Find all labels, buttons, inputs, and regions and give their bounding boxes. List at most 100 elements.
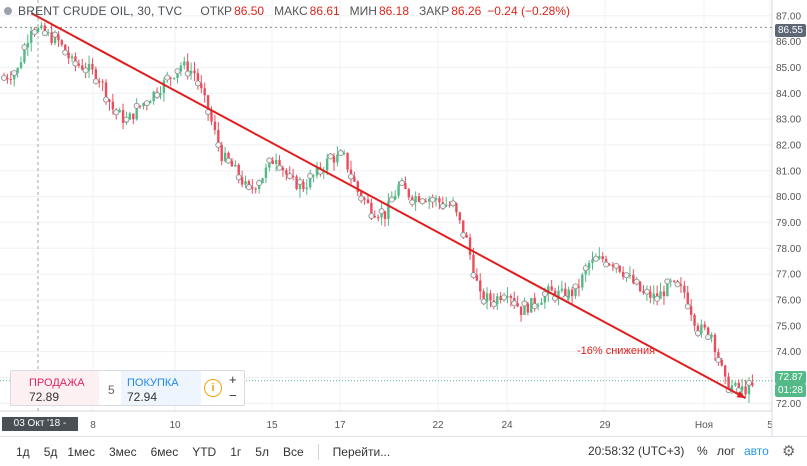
overlay-marker: [684, 303, 691, 310]
overlay-marker: [286, 173, 293, 180]
low-value: 86.18: [378, 4, 409, 18]
candle-body: [169, 77, 172, 79]
overlay-marker: [62, 49, 69, 56]
candle-body: [342, 152, 346, 154]
candle-body: [621, 271, 625, 277]
overlay-marker: [21, 44, 28, 51]
candle-body: [363, 198, 366, 200]
candle-body: [366, 199, 370, 203]
sell-label[interactable]: ПРОДАЖА: [29, 377, 85, 389]
tf-ytd[interactable]: YTD: [192, 444, 217, 459]
candle-body: [302, 182, 305, 190]
candle-body: [13, 73, 16, 80]
candle-body: [574, 286, 577, 297]
overlay-marker: [511, 300, 518, 307]
overlay-marker: [603, 261, 610, 268]
trendline-annotation[interactable]: -16% снижения: [577, 345, 656, 357]
x-tick-label: 17: [334, 420, 346, 431]
candle-body: [564, 288, 567, 299]
candle-body: [274, 160, 278, 164]
overlay-marker: [623, 272, 630, 279]
candle-body: [285, 170, 288, 175]
candle-body: [53, 34, 57, 44]
overlay-marker: [184, 70, 191, 77]
candle-body: [227, 152, 230, 161]
candle-body: [468, 237, 472, 255]
y-tick-label: 82.00: [776, 140, 801, 151]
overlay-marker: [592, 255, 599, 262]
sell-area[interactable]: [11, 371, 99, 405]
candle-body: [70, 56, 74, 59]
sell-price[interactable]: 72.89: [29, 390, 60, 404]
candle-body: [387, 201, 390, 219]
candle-body: [213, 121, 217, 131]
candle-body: [247, 180, 251, 188]
overlay-marker: [378, 208, 385, 215]
bottom-toolbar: 1д 5д 1мес 3мес 6мес YTD 1г 5л Все Перей…: [0, 436, 807, 466]
candle-body: [237, 164, 240, 178]
candle-body: [77, 63, 81, 66]
candle-body: [499, 296, 502, 301]
candle-body: [380, 211, 383, 218]
tf-1m[interactable]: 1мес: [67, 444, 95, 459]
x-tick-label: Ноя: [695, 420, 713, 431]
x-tick-label: 5: [767, 420, 773, 431]
overlay-marker: [52, 31, 59, 38]
log-toggle[interactable]: лог: [717, 444, 736, 458]
candle-body: [220, 144, 223, 162]
candle-body: [700, 324, 703, 334]
tf-all[interactable]: Все: [282, 444, 304, 459]
high-value: 86.61: [309, 4, 340, 18]
candle-body: [57, 34, 60, 41]
candle-body: [9, 79, 13, 81]
buy-label[interactable]: ПОКУПКА: [127, 377, 179, 389]
goto-date-button[interactable]: Перейти...: [332, 444, 391, 459]
percent-toggle[interactable]: %: [697, 444, 708, 458]
overlay-marker: [123, 116, 130, 123]
auto-toggle[interactable]: авто: [744, 444, 769, 458]
candle-body: [19, 62, 23, 68]
candle-body: [271, 160, 274, 164]
clock[interactable]: 20:58:32 (UTC+3): [588, 444, 685, 458]
candle-body: [81, 65, 84, 70]
candle-body: [356, 181, 359, 192]
overlay-marker: [174, 68, 181, 75]
buy-price[interactable]: 72.94: [127, 390, 158, 404]
candle-body: [397, 184, 400, 196]
open-label: ОТКР: [200, 4, 233, 18]
candle-body: [669, 280, 672, 282]
candle-body: [713, 334, 717, 353]
y-tick-label: 85.00: [776, 63, 801, 74]
candle-body: [203, 88, 206, 96]
tf-5y[interactable]: 5л: [255, 444, 269, 459]
decrease-button[interactable]: −: [229, 388, 237, 403]
overlay-marker: [501, 294, 508, 301]
candle-body: [591, 259, 594, 263]
candle-body: [696, 325, 700, 334]
candle-body: [121, 110, 125, 123]
tf-6m[interactable]: 6мес: [150, 444, 179, 459]
y-tick-label: 76.00: [776, 295, 801, 306]
settings-gear-icon[interactable]: ⚙: [782, 443, 796, 460]
tf-3m[interactable]: 3мес: [108, 444, 137, 459]
overlay-marker: [399, 180, 406, 187]
tf-5d[interactable]: 5д: [43, 444, 58, 459]
overlay-marker: [347, 173, 354, 180]
overlay-marker: [460, 231, 467, 238]
candle-body: [509, 295, 513, 299]
x-tick-label: 24: [501, 420, 513, 431]
candle-body: [710, 334, 713, 338]
crosshair-date-label: 03 Окт '18 - 21:00: [2, 417, 78, 443]
increase-button[interactable]: +: [229, 372, 237, 387]
info-icon[interactable]: i: [204, 379, 222, 397]
candle-body: [298, 182, 302, 190]
buy-area[interactable]: [121, 371, 201, 405]
tf-1d[interactable]: 1д: [16, 444, 30, 459]
tf-1y[interactable]: 1г: [230, 444, 242, 459]
symbol-title[interactable]: BRENT CRUDE OIL, 30, TVC: [18, 4, 183, 18]
candle-body: [373, 215, 376, 218]
candle-body: [666, 281, 669, 297]
candle-body: [557, 290, 560, 299]
candle-body: [308, 176, 312, 188]
